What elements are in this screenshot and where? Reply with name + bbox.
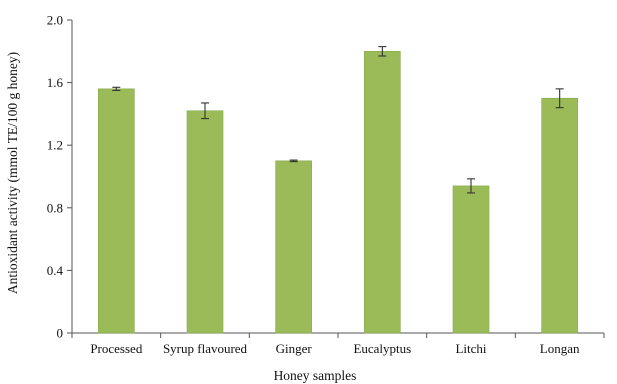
bar-processed [98, 88, 135, 334]
error-bar-eucalyptus [378, 46, 387, 57]
x-category-label: Processed [90, 341, 142, 356]
bar-ginger [275, 160, 312, 334]
x-category-label: Syrup flavoured [163, 341, 248, 356]
y-tick-label: 0.8 [47, 200, 63, 215]
x-category-label: Eucalyptus [353, 341, 411, 356]
error-bar-ginger [289, 159, 298, 163]
y-tick-label: 1.2 [47, 138, 63, 153]
y-tick-label: 0.4 [47, 263, 64, 278]
bar-syrup-flavoured [186, 110, 224, 334]
x-category-label: Litchi [455, 341, 486, 356]
x-axis-title: Honey samples [274, 368, 357, 383]
y-axis-title: Antioxidant activity (mmol TE/100 g hone… [5, 52, 20, 294]
bar-eucalyptus [364, 50, 401, 334]
error-bar-litchi [467, 178, 475, 194]
y-tick-label: 1.6 [47, 75, 64, 90]
x-category-label: Ginger [276, 341, 313, 356]
y-tick-label: 2.0 [47, 13, 63, 28]
bar-litchi [452, 185, 490, 334]
y-axis-title-group: Antioxidant activity (mmol TE/100 g hone… [5, 52, 20, 294]
plot-area: 0 0.4 0.8 1.2 1.6 2.0 Processed Syrup flavoured… [47, 13, 605, 356]
x-category-label: Longan [540, 341, 580, 356]
error-bar-processed [112, 86, 121, 91]
error-bar-syrup-flavoured [201, 102, 209, 120]
error-bar-longan [555, 88, 564, 109]
bar-longan [541, 97, 578, 334]
y-tick-label: 0 [57, 326, 64, 341]
